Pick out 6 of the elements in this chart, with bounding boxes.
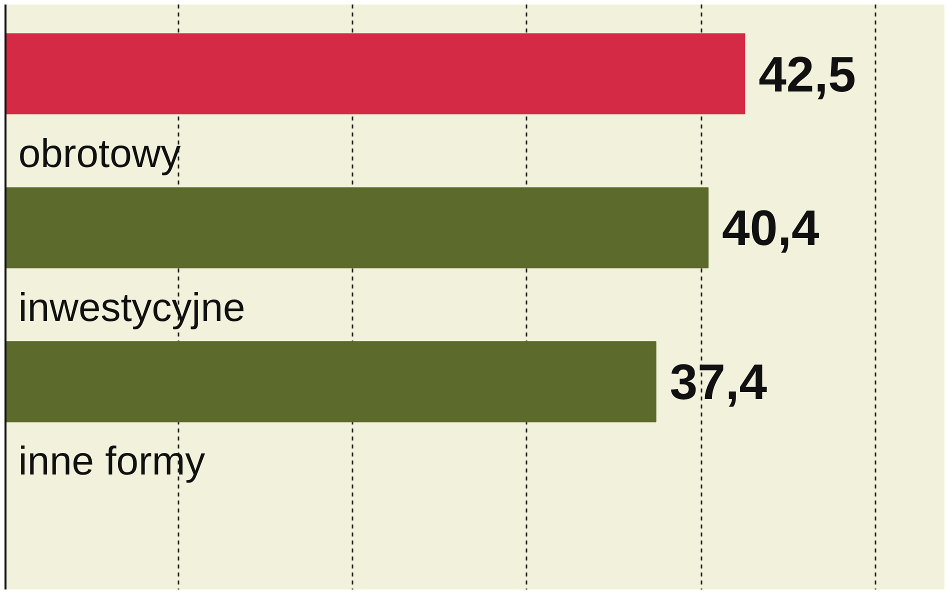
y-tick-label: inwestycyjne xyxy=(18,286,246,330)
data-label: 40,4 xyxy=(722,200,820,256)
data-label: 42,5 xyxy=(758,46,856,102)
y-tick-label: obrotowy xyxy=(18,132,181,176)
y-tick-label: inne formy xyxy=(18,440,206,484)
data-label: 37,4 xyxy=(670,354,768,410)
